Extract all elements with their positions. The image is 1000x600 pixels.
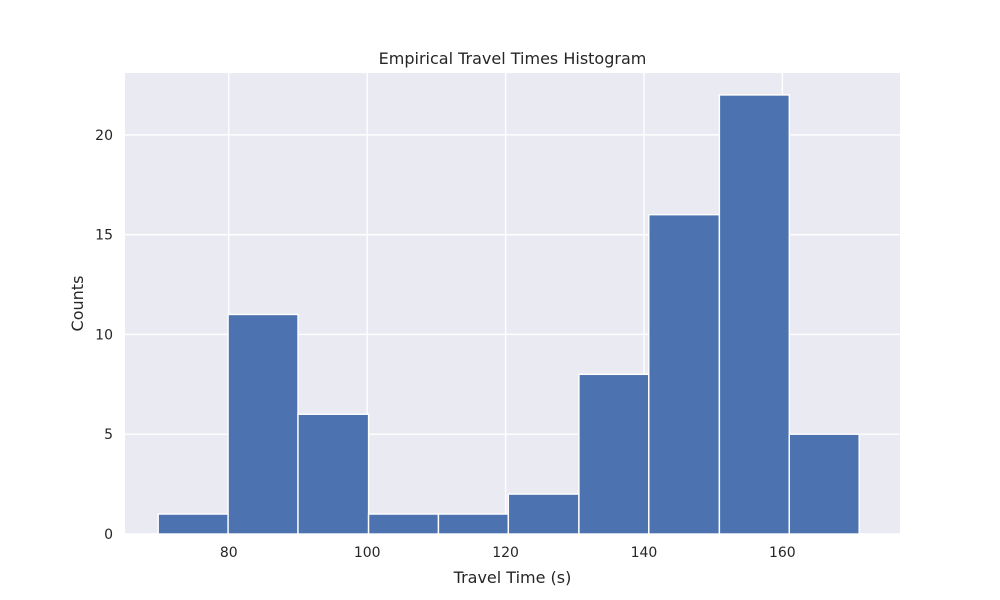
x-tick-label-2: 120	[492, 545, 519, 561]
x-tick-label-3: 140	[631, 545, 658, 561]
histogram-bar-3	[367, 513, 440, 535]
y-tick-label-4: 20	[95, 128, 113, 144]
histogram-bar-4	[437, 513, 510, 535]
y-tick-label-2: 10	[95, 327, 113, 343]
histogram-bar-9	[788, 433, 860, 535]
y-tick-label-3: 15	[95, 228, 113, 244]
y-tick-label-0: 0	[104, 527, 113, 543]
histogram-bar-6	[578, 373, 650, 535]
tick-labels: 80 100 120 140 160 0 5 10 15 20	[95, 128, 796, 561]
histogram-bar-7	[648, 213, 721, 535]
x-tick-label-0: 80	[220, 545, 238, 561]
x-axis-label: Travel Time (s)	[453, 568, 572, 587]
chart-title: Empirical Travel Times Histogram	[379, 49, 647, 68]
histogram-bar-1	[227, 313, 299, 535]
histogram-bar-5	[507, 493, 580, 535]
x-tick-label-4: 160	[769, 545, 796, 561]
y-tick-label-1: 5	[104, 427, 113, 443]
y-axis-label: Counts	[68, 276, 87, 332]
histogram-bar-2	[297, 413, 370, 535]
histogram-bar-0	[157, 513, 229, 535]
x-tick-label-1: 100	[354, 545, 381, 561]
histogram-bar-8	[718, 94, 790, 535]
bars	[157, 94, 860, 535]
